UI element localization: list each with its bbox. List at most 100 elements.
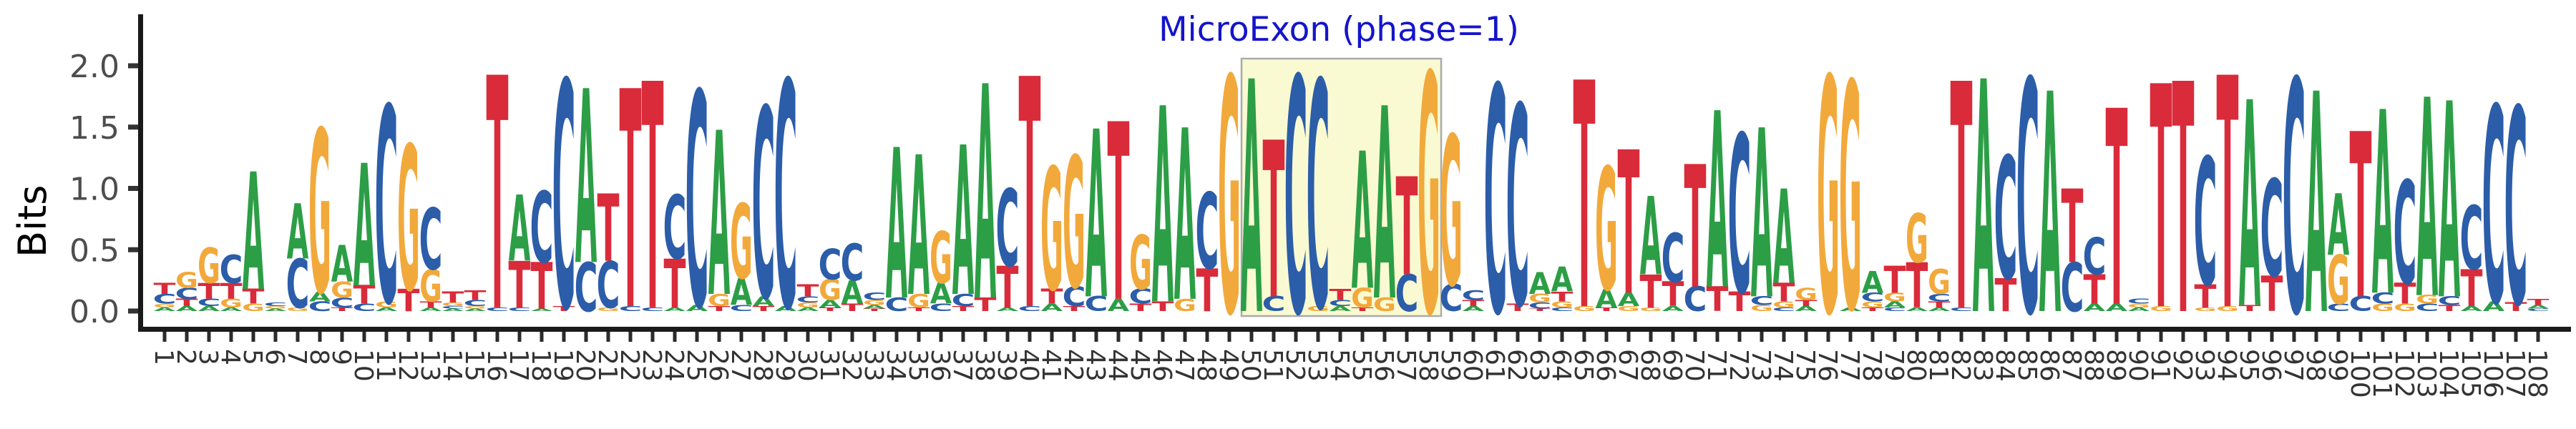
logo-column: G bbox=[1218, 13, 1241, 388]
svg-text:60: 60 bbox=[1458, 349, 1487, 382]
logo-letter: G bbox=[1795, 285, 1818, 305]
svg-text:40: 40 bbox=[1014, 349, 1043, 382]
svg-text:14: 14 bbox=[437, 349, 467, 382]
svg-text:98: 98 bbox=[2301, 349, 2330, 382]
logo-letter: C bbox=[2371, 290, 2395, 307]
svg-text:87: 87 bbox=[2057, 349, 2086, 382]
x-tick-mark bbox=[1072, 332, 1076, 342]
logo-letter: T bbox=[1396, 150, 1418, 307]
logo-letter: T bbox=[1640, 266, 1662, 319]
x-tick-label: 63 bbox=[1524, 349, 1553, 382]
svg-text:48: 48 bbox=[1191, 349, 1221, 382]
x-tick-label: 19 bbox=[548, 349, 577, 382]
svg-text:99: 99 bbox=[2323, 349, 2352, 382]
x-tick-label: 107 bbox=[2500, 349, 2529, 398]
x-tick-label: 7 bbox=[282, 349, 311, 365]
logo-column: C bbox=[2016, 15, 2040, 386]
logo-letter: T bbox=[1662, 275, 1684, 314]
logo-letter: T bbox=[2084, 267, 2106, 314]
x-tick-label: 72 bbox=[1724, 349, 1753, 382]
logo-letter: C bbox=[1861, 290, 1885, 304]
logo-letter: A bbox=[1751, 82, 1772, 351]
x-tick-mark bbox=[1205, 332, 1209, 342]
x-tick-mark bbox=[340, 332, 344, 342]
svg-text:72: 72 bbox=[1724, 349, 1753, 382]
logo-letter: C bbox=[2460, 189, 2484, 290]
x-tick-mark bbox=[1715, 332, 1719, 342]
svg-text:3: 3 bbox=[193, 349, 223, 365]
logo-column: CT bbox=[486, 11, 509, 383]
logo-letter: A bbox=[886, 106, 907, 346]
logo-letter: G bbox=[2127, 302, 2150, 308]
x-tick-mark bbox=[1959, 332, 1963, 342]
logo-letter: A bbox=[1906, 307, 1928, 312]
svg-text:4: 4 bbox=[215, 349, 245, 365]
x-tick-mark bbox=[1626, 332, 1631, 342]
logo-letter: G bbox=[1040, 133, 1063, 328]
logo-letter: T bbox=[797, 280, 819, 300]
svg-text:53: 53 bbox=[1302, 349, 1332, 382]
x-tick-label: 39 bbox=[992, 349, 1021, 382]
logo-letter: T bbox=[1108, 73, 1130, 357]
logo-letter: T bbox=[864, 308, 886, 312]
logo-letter: C bbox=[1994, 122, 2018, 318]
svg-text:20: 20 bbox=[570, 349, 600, 382]
logo-letter: G bbox=[2150, 305, 2172, 312]
x-tick-label: 100 bbox=[2345, 349, 2374, 398]
logo-column: ATC bbox=[530, 172, 554, 324]
logo-letter: A bbox=[2461, 305, 2482, 312]
logo-column: TA bbox=[1152, 53, 1174, 365]
svg-text:39: 39 bbox=[992, 349, 1021, 382]
logo-letter: A bbox=[2439, 48, 2461, 360]
logo-letter: C bbox=[486, 306, 509, 312]
x-tick-label: 88 bbox=[2079, 349, 2108, 382]
x-tick-mark bbox=[961, 332, 965, 342]
logo-letter: C bbox=[1063, 282, 1086, 313]
x-tick-mark bbox=[296, 332, 300, 342]
logo-column: ATC bbox=[1462, 288, 1485, 313]
logo-letter: T bbox=[487, 11, 509, 383]
x-tick-label: 87 bbox=[2057, 349, 2086, 382]
x-tick-label: 92 bbox=[2167, 349, 2197, 382]
logo-letter: C bbox=[2194, 123, 2218, 326]
logo-letter: C bbox=[2016, 15, 2040, 386]
x-tick-mark bbox=[761, 332, 766, 342]
x-tick-label: 35 bbox=[903, 349, 932, 382]
logo-letter: A bbox=[1862, 265, 1884, 300]
logo-letter: T bbox=[1152, 299, 1174, 315]
logo-letter: A bbox=[2128, 307, 2150, 312]
logo-letter: C bbox=[220, 247, 243, 292]
logo-letter: T bbox=[553, 305, 576, 312]
svg-text:95: 95 bbox=[2234, 349, 2263, 382]
logo-letter: G bbox=[1573, 305, 1596, 312]
x-tick-mark bbox=[2004, 332, 2008, 342]
svg-text:21: 21 bbox=[592, 349, 622, 382]
logo-letter: A bbox=[420, 307, 442, 312]
logo-letter: G bbox=[375, 300, 398, 310]
svg-text:26: 26 bbox=[703, 349, 733, 382]
logo-letter: G bbox=[1063, 121, 1085, 330]
x-tick-label: 31 bbox=[814, 349, 844, 382]
svg-text:27: 27 bbox=[726, 349, 755, 382]
logo-column: A bbox=[2039, 30, 2062, 383]
logo-letter: T bbox=[353, 280, 376, 310]
logo-column: TCA bbox=[2438, 48, 2462, 360]
logo-column: AC bbox=[2482, 53, 2506, 365]
y-tick-label: 0.5 bbox=[69, 232, 119, 269]
logo-letter: G bbox=[1129, 222, 1152, 307]
logo-column: TGA bbox=[708, 85, 731, 347]
logo-letter: T bbox=[1862, 306, 1884, 312]
x-tick-label: 59 bbox=[1435, 349, 1465, 382]
x-tick-label: 66 bbox=[1591, 349, 1620, 382]
logo-letter: T bbox=[1463, 298, 1485, 308]
x-tick-mark bbox=[1937, 332, 1941, 342]
svg-text:46: 46 bbox=[1147, 349, 1176, 382]
x-tick-mark bbox=[2492, 332, 2496, 342]
logo-letter: C bbox=[841, 233, 864, 292]
svg-text:8: 8 bbox=[304, 349, 333, 365]
logo-letter: A bbox=[1795, 305, 1817, 312]
